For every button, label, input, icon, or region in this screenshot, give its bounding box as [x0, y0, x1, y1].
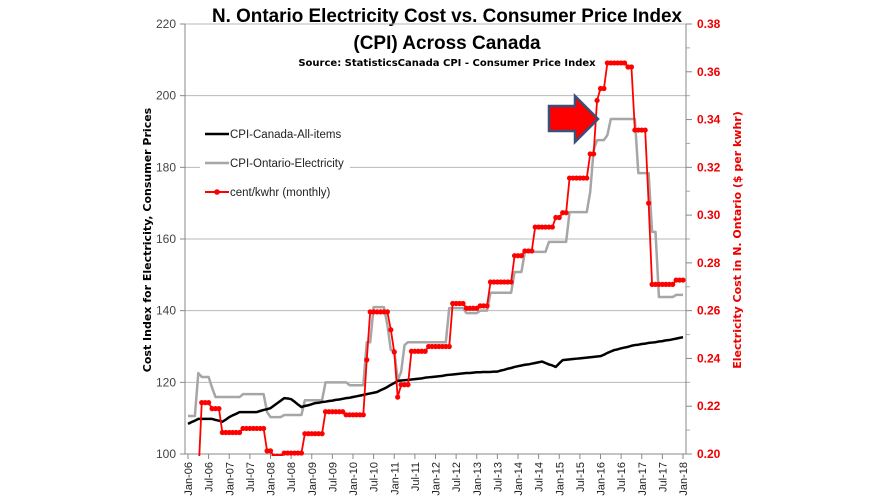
series-line-cpi-ontario-electricity — [188, 117, 683, 419]
legend-label-cpi-ontario: CPI-Ontario-Electricity — [230, 158, 344, 170]
data-point-cent-kwhr-monthly — [446, 343, 452, 350]
x-tick-label: Jan-11 — [389, 462, 401, 495]
chart-title: N. Ontario Electricity Cost vs. Consumer… — [212, 6, 682, 27]
data-point-cent-kwhr-monthly — [267, 448, 274, 454]
data-point-cent-kwhr-monthly — [364, 357, 370, 363]
x-tick-label: Jan-15 — [554, 462, 566, 496]
right-tick-label: 0.20 — [697, 447, 721, 461]
data-point-cent-kwhr-monthly — [298, 450, 305, 456]
data-point-cent-kwhr-monthly — [680, 277, 686, 283]
chart-subtitle: Source: StatisticsCanada CPI - Consumer … — [298, 58, 596, 69]
x-tick-label: Jul-15 — [575, 462, 587, 492]
legend-marker-kwhr — [214, 189, 220, 195]
x-tick-label: Jul-17 — [657, 462, 669, 492]
data-point-cent-kwhr-monthly — [360, 412, 366, 418]
chart-title-line2: (CPI) Across Canada — [353, 33, 541, 54]
x-tick-label: Jul-13 — [492, 462, 504, 492]
left-tick-label: 220 — [156, 17, 176, 31]
right-tick-label: 0.30 — [697, 208, 721, 222]
data-point-cent-kwhr-monthly — [601, 85, 607, 92]
data-point-cent-kwhr-monthly — [388, 327, 394, 333]
x-tick-label: Jul-12 — [451, 462, 463, 492]
left-tick-labels: 100 120 140 160 180 200 220 — [156, 17, 176, 461]
data-point-cent-kwhr-monthly — [395, 394, 401, 400]
y-axis-label-left: Cost Index for Electricity, Consumer Pri… — [141, 107, 154, 372]
data-point-cent-kwhr-monthly — [319, 431, 325, 437]
x-tick-label: Jul-11 — [410, 462, 422, 491]
x-tick-label: Jul-16 — [616, 462, 628, 492]
data-point-cent-kwhr-monthly — [206, 400, 212, 406]
data-point-cent-kwhr-monthly — [556, 214, 562, 221]
right-tick-label: 0.24 — [697, 351, 721, 365]
data-point-cent-kwhr-monthly — [391, 349, 397, 355]
data-point-cent-kwhr-monthly — [196, 475, 201, 480]
data-point-cent-kwhr-monthly — [563, 210, 569, 216]
x-tick-label: Jul-07 — [245, 462, 257, 492]
series-group — [187, 60, 686, 480]
data-point-cent-kwhr-monthly — [529, 248, 535, 254]
left-tick-label: 140 — [156, 304, 176, 318]
x-tick-label: Jan-09 — [307, 462, 319, 496]
x-tick-label: Jan-16 — [596, 462, 608, 496]
x-tick-label: Jan-13 — [472, 462, 484, 496]
data-point-cent-kwhr-monthly — [584, 175, 590, 181]
data-point-cent-kwhr-monthly — [405, 382, 411, 388]
data-point-cent-kwhr-monthly — [484, 303, 490, 309]
x-tick-label: Jan-07 — [224, 462, 236, 496]
data-point-cent-kwhr-monthly — [261, 425, 267, 432]
legend: CPI-Canada-All-items CPI-Ontario-Electri… — [200, 120, 350, 204]
series-line-cpi-canada-all-items — [187, 335, 684, 426]
x-tick-label: Jul-09 — [327, 462, 339, 492]
x-tick-label: Jan-08 — [266, 462, 278, 496]
annotation-arrow — [547, 92, 600, 146]
legend-label-cpi-canada: CPI-Canada-All-items — [230, 129, 341, 141]
data-point-cent-kwhr-monthly — [518, 253, 525, 259]
right-tick-label: 0.38 — [697, 17, 721, 31]
x-tick-label: Jul-14 — [534, 462, 546, 492]
data-point-cent-kwhr-monthly — [670, 281, 676, 287]
gridlines — [180, 23, 692, 459]
right-tick-label: 0.32 — [697, 160, 721, 174]
data-point-cent-kwhr-monthly — [384, 309, 390, 315]
left-tick-label: 200 — [156, 89, 176, 103]
x-tick-label: Jan-18 — [678, 462, 690, 496]
data-point-cent-kwhr-monthly — [642, 127, 648, 133]
left-tick-label: 120 — [156, 375, 176, 389]
x-tick-label: Jan-17 — [637, 462, 649, 496]
data-point-cent-kwhr-monthly — [646, 200, 652, 206]
data-point-cent-kwhr-monthly — [594, 97, 600, 104]
x-tick-label: Jan-14 — [513, 462, 525, 496]
left-tick-label: 160 — [156, 232, 176, 246]
data-point-cent-kwhr-monthly — [508, 279, 514, 285]
x-tick-label: Jul-06 — [204, 462, 216, 492]
right-tick-label: 0.36 — [697, 65, 721, 79]
x-tick-label: Jul-10 — [369, 462, 381, 492]
x-tick-label: Jan-12 — [431, 462, 443, 496]
legend-label-kwhr: cent/kwhr (monthly) — [230, 187, 331, 199]
x-tick-label: Jan-06 — [183, 462, 195, 496]
right-tick-label: 0.28 — [697, 256, 721, 270]
data-point-cent-kwhr-monthly — [236, 429, 243, 436]
data-point-cent-kwhr-monthly — [216, 406, 222, 412]
data-point-cent-kwhr-monthly — [628, 64, 635, 70]
right-tick-label: 0.26 — [697, 304, 721, 318]
data-point-cent-kwhr-monthly — [340, 409, 346, 415]
data-point-cent-kwhr-monthly — [591, 151, 597, 157]
data-point-cent-kwhr-monthly — [422, 348, 428, 354]
x-tick-label: Jul-08 — [286, 462, 298, 492]
left-tick-label: 180 — [156, 160, 176, 174]
right-tick-label: 0.34 — [697, 113, 721, 127]
x-tick-label: Jan-10 — [348, 462, 360, 496]
data-point-cent-kwhr-monthly — [460, 300, 466, 307]
right-tick-labels: 0.20 0.22 0.24 0.26 0.28 0.30 0.32 0.34 0.36 0.38 — [697, 17, 721, 461]
y-axis-label-right: Electricity Cost in N. Ontario ($ per kw… — [731, 111, 744, 369]
left-tick-label: 100 — [156, 447, 176, 461]
data-point-cent-kwhr-monthly — [621, 60, 628, 66]
x-tick-labels: Jan-06 Jul-06 Jan-07 Jul-07 Jan-08 Jul-08 Jan-… — [183, 462, 690, 496]
right-tick-label: 0.22 — [697, 399, 721, 413]
data-point-cent-kwhr-monthly — [549, 224, 555, 230]
